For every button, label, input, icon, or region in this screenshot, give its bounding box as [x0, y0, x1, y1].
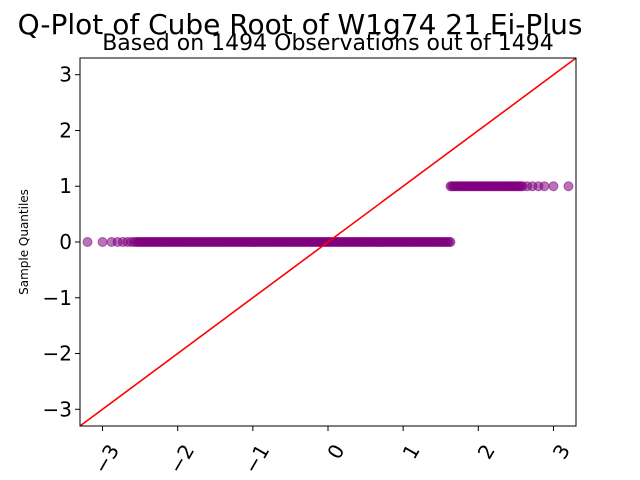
y-tick-label: −2 — [43, 342, 72, 366]
x-tick-label: 0 — [322, 440, 349, 463]
x-tick-label: 2 — [473, 440, 500, 463]
x-tick-label: 1 — [397, 440, 424, 463]
x-tick-label: −3 — [89, 440, 125, 478]
x-tick-label: 3 — [548, 440, 575, 463]
x-tick-label: −2 — [164, 440, 200, 478]
y-axis-ticks: −3 −2 −1 0 1 2 3 — [43, 63, 80, 422]
y-axis-label: Sample Quantiles — [17, 189, 31, 295]
data-points — [83, 182, 573, 247]
y-tick-label: 1 — [59, 174, 72, 198]
data-point — [549, 182, 558, 191]
y-tick-label: −1 — [43, 286, 72, 310]
y-tick-label: 3 — [59, 63, 72, 87]
data-point — [98, 238, 107, 247]
plot-area — [80, 58, 576, 426]
data-point — [564, 182, 573, 191]
data-point — [83, 238, 92, 247]
data-point — [540, 182, 549, 191]
data-point — [446, 238, 455, 247]
y-tick-label: 2 — [59, 118, 72, 142]
x-axis-ticks: −3 −2 −1 0 1 2 3 — [89, 426, 575, 478]
chart-subtitle: Based on 1494 Observations out of 1494 — [102, 31, 554, 56]
x-tick-label: −1 — [239, 440, 275, 478]
y-tick-label: 0 — [59, 230, 72, 254]
y-tick-label: −3 — [43, 397, 72, 421]
